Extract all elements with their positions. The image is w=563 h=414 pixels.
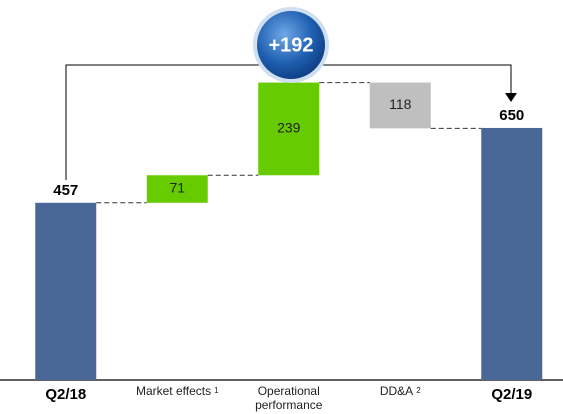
x-tick-label: Market effects 1	[122, 384, 232, 398]
category: Market effects	[135, 384, 212, 398]
category: Q2/19	[491, 386, 533, 403]
footnote: 2	[416, 386, 421, 395]
badge	[257, 11, 325, 79]
bar	[146, 175, 208, 203]
category: DD&A	[379, 384, 414, 398]
value-label: 239	[277, 120, 301, 136]
value-label: 71	[169, 180, 185, 196]
bar	[258, 82, 320, 176]
x-tick-label: DD&A 2	[345, 384, 455, 398]
x-tick-label: Q2/18	[11, 386, 121, 403]
value-label: 457	[53, 182, 78, 199]
bar	[481, 127, 543, 380]
category: Operational performance	[255, 384, 323, 412]
footnote: 1	[214, 386, 219, 395]
value-label: 118	[389, 96, 412, 112]
value-label: 650	[499, 107, 524, 124]
badge-label: +192	[268, 34, 313, 56]
bar	[35, 202, 97, 380]
x-tick-label: Q2/19	[457, 386, 563, 403]
arrow-head	[505, 93, 517, 102]
category: Q2/18	[45, 386, 87, 403]
x-tick-label: Operational performance	[234, 384, 344, 412]
bar	[369, 82, 431, 129]
